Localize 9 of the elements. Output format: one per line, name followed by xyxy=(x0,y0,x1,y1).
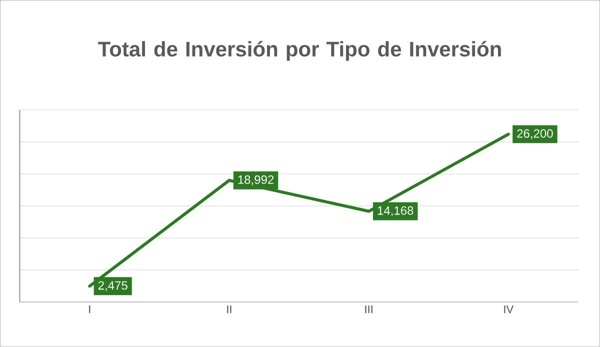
x-tick-label: I xyxy=(89,306,90,314)
data-label: 14,168 xyxy=(378,206,414,216)
chart-title: Total de Inversión por Tipo de Inversión xyxy=(98,41,501,61)
data-label: 26,200 xyxy=(517,129,553,140)
data-label: 2,475 xyxy=(98,281,128,292)
x-tick-label: III xyxy=(365,306,372,314)
data-label: 18,992 xyxy=(238,175,274,186)
x-tick-label: IV xyxy=(504,306,514,314)
x-tick-label: II xyxy=(227,306,232,314)
